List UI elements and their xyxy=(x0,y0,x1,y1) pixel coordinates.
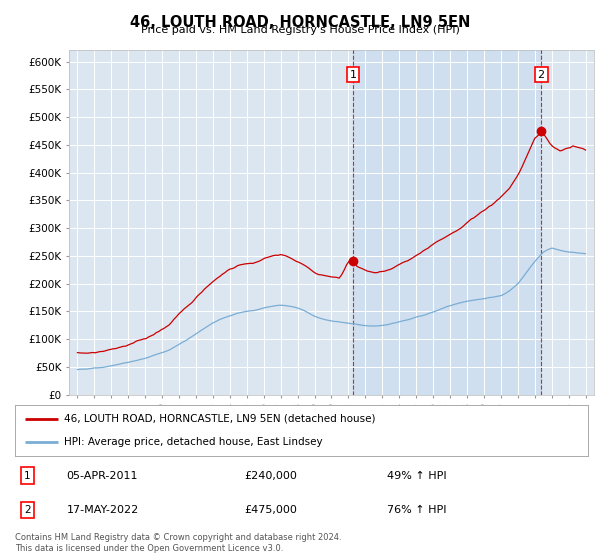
Text: £475,000: £475,000 xyxy=(244,505,297,515)
Text: Price paid vs. HM Land Registry's House Price Index (HPI): Price paid vs. HM Land Registry's House … xyxy=(140,25,460,35)
Text: 49% ↑ HPI: 49% ↑ HPI xyxy=(388,470,447,480)
Bar xyxy=(353,50,541,395)
Text: 76% ↑ HPI: 76% ↑ HPI xyxy=(388,505,447,515)
Text: Contains HM Land Registry data © Crown copyright and database right 2024.
This d: Contains HM Land Registry data © Crown c… xyxy=(15,533,341,553)
Text: 05-APR-2011: 05-APR-2011 xyxy=(67,470,138,480)
Text: 46, LOUTH ROAD, HORNCASTLE, LN9 5EN (detached house): 46, LOUTH ROAD, HORNCASTLE, LN9 5EN (det… xyxy=(64,414,375,424)
Text: 2: 2 xyxy=(538,69,545,80)
Text: 1: 1 xyxy=(350,69,356,80)
Text: 17-MAY-2022: 17-MAY-2022 xyxy=(67,505,139,515)
Text: 2: 2 xyxy=(24,505,31,515)
Text: 1: 1 xyxy=(24,470,31,480)
Text: £240,000: £240,000 xyxy=(244,470,297,480)
Text: HPI: Average price, detached house, East Lindsey: HPI: Average price, detached house, East… xyxy=(64,437,322,447)
Text: 46, LOUTH ROAD, HORNCASTLE, LN9 5EN: 46, LOUTH ROAD, HORNCASTLE, LN9 5EN xyxy=(130,15,470,30)
